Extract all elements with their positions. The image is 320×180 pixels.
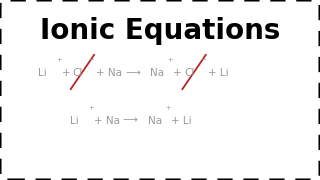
Text: −: −: [88, 57, 94, 63]
Text: +: +: [88, 105, 93, 111]
Text: ⟶: ⟶: [123, 116, 137, 126]
Text: +: +: [62, 68, 74, 78]
Text: +: +: [168, 57, 173, 63]
Text: Cl: Cl: [72, 68, 83, 78]
Text: −: −: [200, 57, 205, 63]
Text: + Li: + Li: [171, 116, 191, 126]
Text: Na: Na: [150, 68, 164, 78]
Text: Li: Li: [38, 68, 47, 78]
Text: +: +: [173, 68, 185, 78]
Text: +: +: [56, 57, 61, 63]
Text: + Na: + Na: [96, 68, 122, 78]
Text: Cl: Cl: [184, 68, 194, 78]
Text: ⟶: ⟶: [125, 68, 140, 78]
Text: Na: Na: [148, 116, 162, 126]
Text: Ionic Equations: Ionic Equations: [40, 17, 280, 45]
Text: + Li: + Li: [208, 68, 228, 78]
Text: Li: Li: [70, 116, 79, 126]
Text: + Na: + Na: [94, 116, 120, 126]
Text: +: +: [165, 105, 171, 111]
